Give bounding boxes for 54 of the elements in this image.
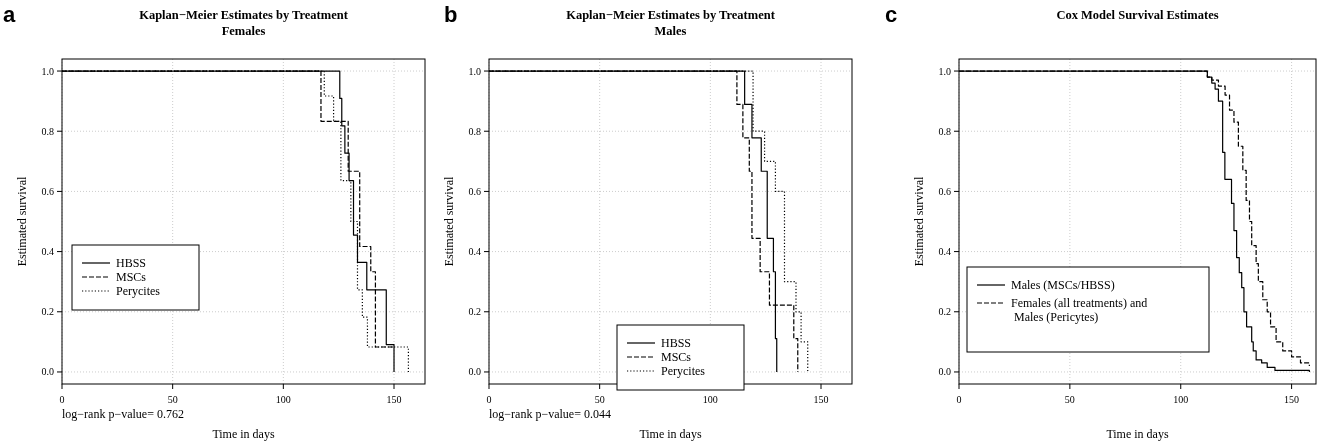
- chart-subtitle: Males: [654, 24, 687, 38]
- y-tick-label: 0.8: [938, 125, 951, 137]
- y-tick-label: 0.2: [938, 306, 951, 318]
- x-tick-label: 100: [275, 394, 291, 405]
- y-tick-label: 1.0: [938, 65, 951, 77]
- text: log−rank p−value= 0.044: [489, 407, 611, 421]
- x-tick-label: 0: [59, 394, 65, 405]
- y-tick-label: 0.8: [41, 125, 54, 137]
- chart-title: Kaplan−Meier Estimates by Treatment: [566, 8, 776, 22]
- legend-label: Perycites: [116, 284, 161, 298]
- x-tick-label: 150: [813, 394, 829, 405]
- x-tick-label: 150: [386, 394, 402, 405]
- x-tick-label: 100: [702, 394, 718, 405]
- legend-label: HBSS: [661, 336, 692, 350]
- legend-label: HBSS: [116, 256, 147, 270]
- text: a: [3, 2, 16, 27]
- x-axis-title: Time in days: [639, 427, 702, 441]
- x-tick-label: 0: [956, 394, 962, 405]
- y-tick-label: 0.0: [938, 366, 951, 378]
- y-axis-title: Estimated survival: [442, 176, 456, 267]
- y-tick-label: 0.2: [468, 306, 481, 318]
- chart-title: Cox Model Survival Estimates: [1056, 8, 1219, 22]
- y-tick-label: 0.4: [938, 246, 951, 258]
- y-axis-title: Estimated survival: [912, 176, 926, 267]
- x-tick-label: 50: [1064, 394, 1075, 405]
- y-tick-label: 0.4: [468, 246, 481, 258]
- x-tick-label: 100: [1173, 394, 1189, 405]
- y-tick-label: 0.4: [41, 246, 54, 258]
- y-tick-label: 0.0: [41, 366, 54, 378]
- text: b: [444, 2, 458, 27]
- x-tick-label: 50: [167, 394, 178, 405]
- legend-label: Males (MSCs/HBSS): [1011, 278, 1115, 292]
- y-tick-label: 0.8: [468, 125, 481, 137]
- legend-label: Perycites: [661, 364, 706, 378]
- y-tick-label: 1.0: [468, 65, 481, 77]
- chart-title: Kaplan−Meier Estimates by Treatment: [139, 8, 349, 22]
- y-tick-label: 0.6: [41, 185, 54, 197]
- x-tick-label: 0: [486, 394, 492, 405]
- y-axis-title: Estimated survival: [15, 176, 29, 267]
- x-tick-label: 50: [594, 394, 605, 405]
- y-tick-label: 0.2: [41, 306, 54, 318]
- y-tick-label: 1.0: [41, 65, 54, 77]
- text: log−rank p−value= 0.762: [62, 407, 184, 421]
- x-axis-title: Time in days: [1106, 427, 1169, 441]
- legend-label: MSCs: [661, 350, 692, 364]
- text: c: [885, 2, 898, 27]
- y-tick-label: 0.6: [938, 185, 951, 197]
- legend-label: Females (all treatments) and Males (Pericytes): [1011, 296, 1148, 324]
- x-axis-title: Time in days: [212, 427, 275, 441]
- y-tick-label: 0.6: [468, 185, 481, 197]
- x-tick-label: 150: [1284, 394, 1300, 405]
- chart-subtitle: Females: [221, 24, 266, 38]
- y-tick-label: 0.0: [468, 366, 481, 378]
- legend-label: MSCs: [116, 270, 147, 284]
